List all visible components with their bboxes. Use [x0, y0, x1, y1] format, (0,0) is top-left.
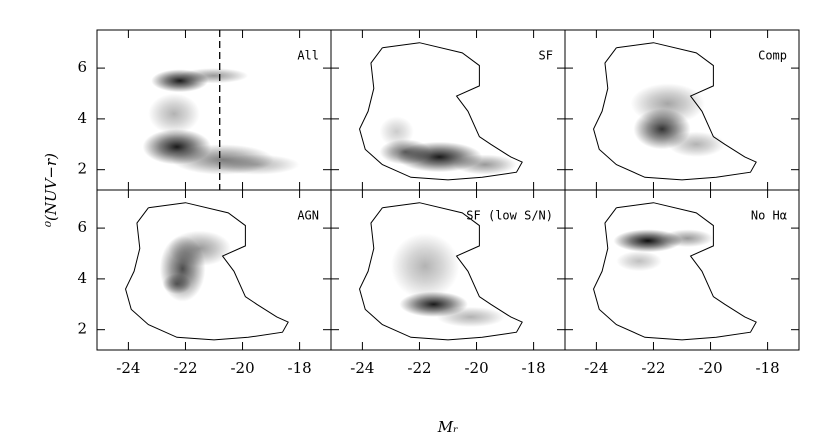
panel-label: SF	[539, 49, 553, 63]
density-blob	[379, 116, 414, 147]
y-tick-label: 4	[77, 269, 87, 287]
x-tick-label: -22	[641, 359, 665, 377]
density-blob	[179, 68, 249, 84]
contour	[593, 202, 757, 341]
panel-label: All	[297, 49, 319, 63]
x-tick-label: -18	[522, 359, 546, 377]
x-tick-label: -18	[756, 359, 780, 377]
contour	[125, 202, 289, 341]
density-blob	[436, 306, 506, 328]
x-tick-label: -24	[116, 359, 140, 377]
density-blob	[148, 93, 200, 135]
x-tick-label: -20	[230, 359, 254, 377]
contour	[593, 42, 757, 181]
panel-label: Comp	[758, 49, 787, 63]
x-tick-label: -18	[288, 359, 312, 377]
density-blob	[162, 273, 192, 295]
panel	[125, 202, 289, 341]
density-blob	[616, 250, 663, 272]
x-tick-label: -20	[464, 359, 488, 377]
contour	[359, 202, 523, 341]
panel	[359, 42, 523, 181]
y-axis-label: ⁰(NUV−r)	[42, 153, 60, 228]
x-axis-label: Mᵣ	[437, 418, 459, 436]
density-blob	[667, 131, 725, 157]
panel	[593, 42, 757, 181]
panel-label: SF (low S/N)	[466, 209, 553, 223]
density-blob	[168, 230, 232, 267]
density-blob	[390, 233, 460, 300]
x-tick-label: -20	[698, 359, 722, 377]
y-tick-label: 2	[77, 320, 87, 338]
panel-frame	[96, 189, 332, 351]
density-blob	[662, 229, 714, 248]
y-tick-label: 2	[77, 160, 87, 178]
y-tick-label: 6	[77, 218, 87, 236]
x-tick-label: -24	[584, 359, 608, 377]
contour	[359, 42, 523, 181]
x-tick-label: -22	[407, 359, 431, 377]
x-tick-label: -22	[173, 359, 197, 377]
panel-label: AGN	[297, 209, 319, 223]
y-tick-label: 4	[77, 109, 87, 127]
x-tick-label: -24	[350, 359, 374, 377]
panel-frame	[564, 189, 800, 351]
panel-label: No Hα	[751, 209, 787, 223]
panel	[142, 30, 300, 190]
panel	[359, 202, 523, 341]
density-blob	[214, 154, 300, 175]
panel	[593, 202, 757, 341]
y-tick-label: 6	[77, 58, 87, 76]
density-blob	[630, 83, 705, 124]
density-blob	[453, 154, 517, 175]
